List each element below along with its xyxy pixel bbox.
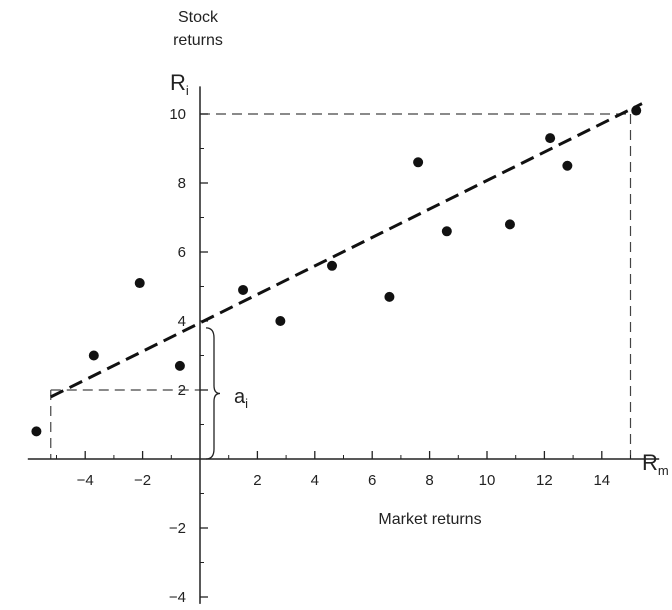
x-tick-label: 12 (536, 472, 553, 489)
data-point (441, 226, 452, 237)
x-axis-title: Market returns (378, 511, 481, 528)
data-point (174, 360, 185, 371)
data-point (545, 133, 556, 144)
data-point (238, 284, 249, 295)
y-tick-label: 6 (178, 244, 186, 261)
y-tick-label: 2 (178, 382, 186, 399)
data-point (275, 316, 286, 326)
data-point (134, 278, 145, 289)
data-point (631, 105, 642, 116)
regression-line (50, 102, 643, 399)
y-tick-label: −4 (169, 589, 186, 606)
intercept-brace (205, 327, 221, 460)
x-tick-label: 4 (311, 472, 319, 489)
data-point (562, 160, 573, 171)
data-point (413, 157, 424, 168)
x-axis-symbol: Rm (642, 450, 669, 478)
y-axis-symbol: Ri (170, 70, 189, 98)
x-tick-label: 6 (368, 472, 376, 489)
x-tick-label: 8 (425, 472, 433, 489)
x-tick-label: 10 (479, 472, 496, 489)
y-tick-label: 4 (178, 313, 186, 330)
y-tick-label: 8 (178, 175, 186, 192)
data-point (504, 219, 515, 230)
x-tick-label: −2 (134, 472, 151, 489)
data-point (384, 291, 395, 302)
data-point (327, 260, 338, 271)
x-tick-label: 14 (593, 472, 610, 489)
y-axis-title-line-2: returns (173, 32, 223, 49)
data-point (31, 426, 42, 437)
intercept-label: ai (234, 386, 248, 411)
y-tick-label: 10 (169, 106, 186, 123)
x-tick-label: −4 (77, 472, 94, 489)
x-tick-label: 2 (253, 472, 261, 489)
y-axis-title-line-1: Stock (178, 9, 219, 26)
y-tick-label: −2 (169, 520, 186, 537)
data-point (88, 350, 99, 361)
